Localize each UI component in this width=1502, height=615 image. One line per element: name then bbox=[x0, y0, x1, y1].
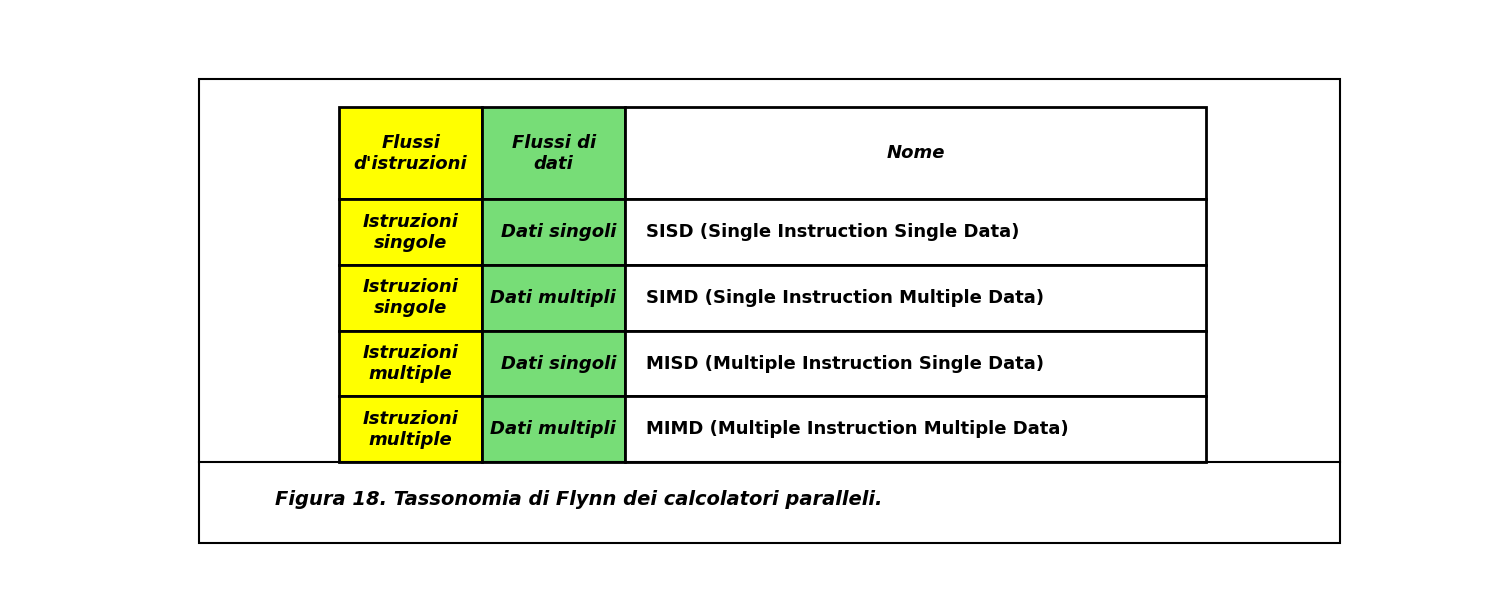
Bar bbox=[339, 331, 482, 397]
Bar bbox=[625, 265, 1206, 331]
Text: Istruzioni
multiple: Istruzioni multiple bbox=[362, 344, 458, 383]
Bar bbox=[625, 331, 1206, 397]
Text: Flussi di
dati: Flussi di dati bbox=[512, 133, 596, 173]
Bar bbox=[625, 107, 1206, 199]
Bar bbox=[482, 397, 625, 462]
Text: Figura 18. Tassonomia di Flynn dei calcolatori paralleli.: Figura 18. Tassonomia di Flynn dei calco… bbox=[275, 491, 883, 509]
Bar bbox=[482, 331, 625, 397]
Text: Dati multipli: Dati multipli bbox=[490, 420, 616, 438]
Bar bbox=[339, 397, 482, 462]
Text: Istruzioni
singole: Istruzioni singole bbox=[362, 279, 458, 317]
Bar bbox=[339, 199, 482, 265]
Text: Istruzioni
multiple: Istruzioni multiple bbox=[362, 410, 458, 449]
Text: Dati multipli: Dati multipli bbox=[490, 289, 616, 307]
Text: MISD (Multiple Instruction Single Data): MISD (Multiple Instruction Single Data) bbox=[646, 355, 1044, 373]
Bar bbox=[625, 397, 1206, 462]
Bar bbox=[482, 107, 625, 199]
Text: Dati singoli: Dati singoli bbox=[500, 355, 616, 373]
Bar bbox=[339, 107, 482, 199]
Text: Dati singoli: Dati singoli bbox=[500, 223, 616, 241]
Bar bbox=[339, 265, 482, 331]
Text: Nome: Nome bbox=[886, 144, 945, 162]
Bar bbox=[482, 199, 625, 265]
Text: SISD (Single Instruction Single Data): SISD (Single Instruction Single Data) bbox=[646, 223, 1020, 241]
Text: SIMD (Single Instruction Multiple Data): SIMD (Single Instruction Multiple Data) bbox=[646, 289, 1044, 307]
Text: MIMD (Multiple Instruction Multiple Data): MIMD (Multiple Instruction Multiple Data… bbox=[646, 420, 1069, 438]
Bar bbox=[625, 199, 1206, 265]
Text: Flussi
d'istruzioni: Flussi d'istruzioni bbox=[354, 133, 467, 173]
Bar bbox=[482, 265, 625, 331]
Text: Istruzioni
singole: Istruzioni singole bbox=[362, 213, 458, 252]
